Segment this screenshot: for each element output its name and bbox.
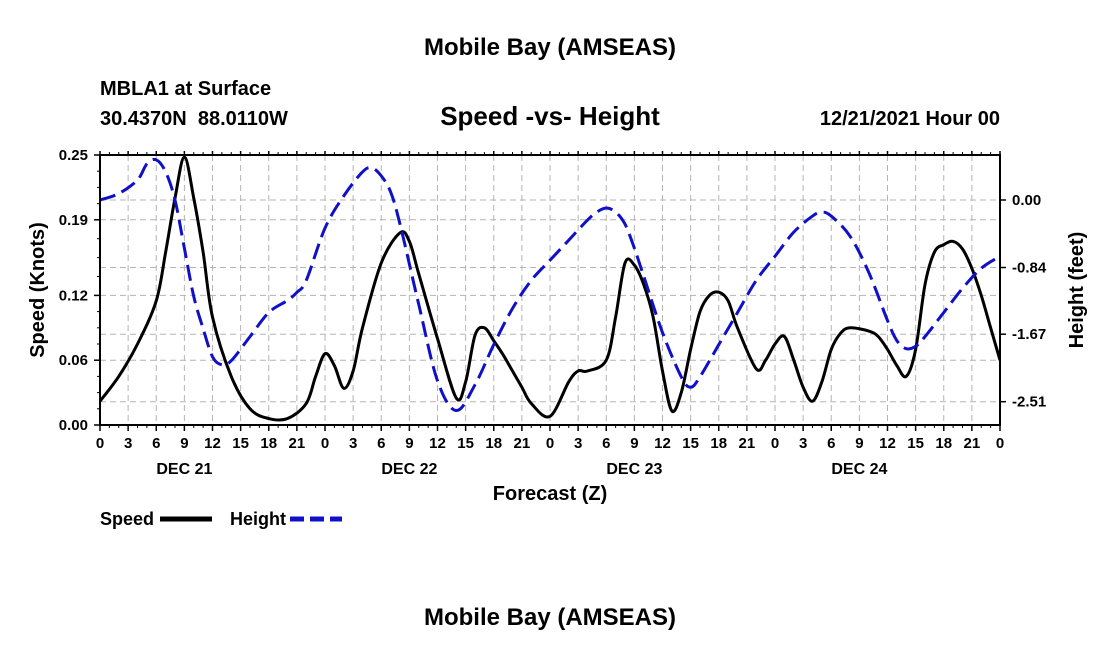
x-tick-label: 6 bbox=[152, 435, 160, 452]
x-tick-label: 6 bbox=[827, 435, 835, 452]
x-tick-label: 21 bbox=[964, 435, 981, 452]
x-tick-label: 15 bbox=[232, 435, 249, 452]
datetime-label: 12/21/2021 Hour 00 bbox=[820, 108, 1000, 130]
x-tick-label: 3 bbox=[349, 435, 357, 452]
day-label: DEC 23 bbox=[606, 461, 662, 478]
x-tick-label: 15 bbox=[907, 435, 924, 452]
x-tick-label: 6 bbox=[602, 435, 610, 452]
y-tick-label: 0.00 bbox=[59, 417, 88, 434]
axes: 0 3 6 9 12 15 18 21 0 3 6 9 12 15 18 21 0 3 6 9 12 15 18 21 0 3 6 9… bbox=[59, 147, 1047, 478]
chart-subtitle: Speed -vs- Height bbox=[440, 101, 660, 131]
speed-series-line bbox=[100, 155, 1000, 422]
x-tick-label: 9 bbox=[630, 435, 638, 452]
legend-height-label: Height bbox=[230, 509, 286, 529]
x-tick-label: 18 bbox=[710, 435, 727, 452]
x-tick-label: 9 bbox=[855, 435, 863, 452]
x-tick-label: 0 bbox=[771, 435, 779, 452]
y2-tick-label: -0.84 bbox=[1012, 260, 1047, 277]
y2-tick-label: -2.51 bbox=[1012, 394, 1046, 411]
day-label: DEC 22 bbox=[381, 461, 437, 478]
x-axis-title: Forecast (Z) bbox=[493, 483, 607, 505]
x-tick-label: 12 bbox=[654, 435, 671, 452]
x-tick-label: 21 bbox=[739, 435, 756, 452]
y-tick-label: 0.19 bbox=[59, 212, 88, 229]
grid bbox=[100, 155, 1000, 425]
chart-main-title: Mobile Bay (AMSEAS) bbox=[424, 34, 676, 61]
x-tick-label: 12 bbox=[879, 435, 896, 452]
y2-tick-label: 0.00 bbox=[1012, 192, 1041, 209]
x-tick-label: 12 bbox=[204, 435, 221, 452]
x-tick-label: 18 bbox=[260, 435, 277, 452]
x-tick-label: 0 bbox=[996, 435, 1004, 452]
x-tick-label: 21 bbox=[289, 435, 306, 452]
x-tick-label: 12 bbox=[429, 435, 446, 452]
x-tick-label: 18 bbox=[485, 435, 502, 452]
footer-title: Mobile Bay (AMSEAS) bbox=[424, 604, 676, 631]
y2-axis-title: Height (feet) bbox=[1066, 232, 1088, 349]
legend-speed-label: Speed bbox=[100, 509, 154, 529]
height-series-line bbox=[100, 157, 1000, 413]
x-tick-label: 0 bbox=[321, 435, 329, 452]
x-tick-label: 15 bbox=[457, 435, 474, 452]
x-tick-label: 9 bbox=[180, 435, 188, 452]
y2-tick-label: -1.67 bbox=[1012, 326, 1046, 343]
y-tick-label: 0.06 bbox=[59, 352, 88, 369]
x-tick-label: 15 bbox=[682, 435, 699, 452]
x-tick-label: 3 bbox=[574, 435, 582, 452]
day-label: DEC 21 bbox=[156, 461, 212, 478]
location-label: 30.4370N 88.0110W bbox=[100, 108, 288, 130]
x-tick-label: 0 bbox=[96, 435, 104, 452]
x-tick-label: 9 bbox=[405, 435, 413, 452]
x-tick-label: 6 bbox=[377, 435, 385, 452]
x-tick-label: 0 bbox=[546, 435, 554, 452]
y-tick-label: 0.12 bbox=[59, 287, 88, 304]
x-tick-label: 18 bbox=[935, 435, 952, 452]
x-tick-label: 3 bbox=[124, 435, 132, 452]
series-layer bbox=[100, 155, 1000, 422]
y-axis-title: Speed (Knots) bbox=[27, 222, 49, 358]
station-label: MBLA1 at Surface bbox=[100, 78, 271, 100]
day-label: DEC 24 bbox=[831, 461, 887, 478]
legend: Speed Height bbox=[100, 509, 342, 529]
x-tick-label: 3 bbox=[799, 435, 807, 452]
y-tick-label: 0.25 bbox=[59, 147, 88, 164]
x-tick-label: 21 bbox=[514, 435, 531, 452]
